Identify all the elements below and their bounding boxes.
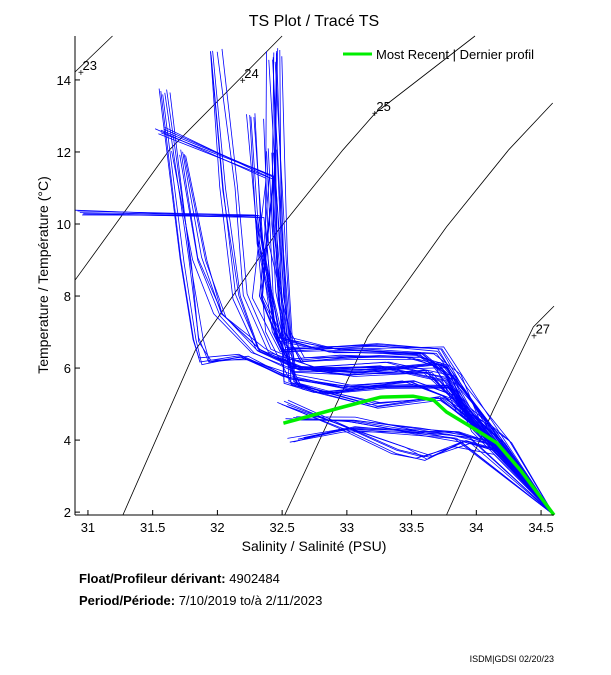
- period-label: Period/Période:: [79, 593, 176, 608]
- legend-label: Most Recent | Dernier profil: [376, 47, 534, 62]
- x-tick-label: 31.5: [140, 520, 165, 535]
- profile-line: [274, 61, 555, 516]
- profile-line: [183, 154, 555, 516]
- period-sep: to/à: [240, 593, 262, 608]
- chart-title: TS Plot / Tracé TS: [249, 13, 379, 30]
- profile-line: [303, 426, 555, 516]
- profile-line: [160, 129, 555, 516]
- profile-line: [158, 133, 555, 516]
- float-info: Float/Profileur dérivant: 4902484: [79, 571, 280, 586]
- profile-line: [180, 149, 555, 516]
- profile-line: [77, 210, 555, 516]
- x-tick-label: 31: [81, 520, 95, 535]
- x-tick-label: 33: [340, 520, 354, 535]
- isopycnal-line: [74, 35, 113, 73]
- profile-line: [268, 59, 555, 516]
- footer-credit: ISDM|GDSI 02/20/23: [469, 654, 554, 664]
- profile-line: [287, 428, 555, 516]
- x-tick-label: 33.5: [399, 520, 424, 535]
- profile-line: [253, 117, 555, 516]
- profile-line: [272, 57, 555, 516]
- isopycnal-label: 24: [244, 66, 258, 81]
- profile-line: [74, 209, 555, 516]
- isopycnal-marker: +: [372, 109, 378, 120]
- profile-line: [171, 151, 555, 516]
- profile-line: [164, 92, 555, 516]
- profile-line: [154, 128, 555, 516]
- y-axis-label: Temperature / Température (°C): [35, 176, 51, 374]
- profile-line: [82, 213, 555, 516]
- profile-line: [79, 212, 555, 516]
- float-label: Float/Profileur dérivant:: [79, 571, 226, 586]
- period-start: 7/10/2019: [178, 593, 237, 608]
- x-tick-label: 32: [210, 520, 224, 535]
- x-axis-label: Salinity / Salinité (PSU): [242, 538, 387, 554]
- y-tick-label: 6: [64, 361, 71, 376]
- profile-line: [250, 116, 555, 516]
- profile-lines: [74, 48, 555, 516]
- profile-line: [272, 59, 555, 516]
- y-tick-label: 12: [57, 145, 71, 160]
- isopycnal-label: 25: [376, 99, 390, 114]
- isopycnal-label: 23: [82, 58, 96, 73]
- y-tick-label: 8: [64, 289, 71, 304]
- float-id: 4902484: [229, 571, 280, 586]
- isopycnal-marker: +: [240, 76, 246, 87]
- isopycnal-label: 27: [536, 322, 550, 337]
- profile-line: [303, 427, 555, 516]
- isopycnal-marker: +: [78, 68, 84, 79]
- profile-line: [271, 52, 555, 516]
- profile-line: [254, 113, 555, 516]
- profile-line: [83, 213, 555, 516]
- y-tick-label: 14: [57, 73, 71, 88]
- profile-line: [82, 214, 555, 516]
- x-tick-label: 34.5: [528, 520, 553, 535]
- profile-line: [272, 53, 555, 516]
- profile-line: [279, 49, 555, 516]
- isopycnal-line: [284, 102, 553, 516]
- y-tick-label: 2: [64, 505, 71, 520]
- profile-line: [276, 57, 555, 516]
- profile-line: [179, 154, 555, 516]
- isopycnal-marker: +: [531, 332, 537, 343]
- profile-line: [265, 51, 555, 516]
- y-tick-label: 10: [57, 217, 71, 232]
- isopycnal-lines: +23+24+25+27: [74, 35, 555, 516]
- y-tick-label: 4: [64, 433, 71, 448]
- most-recent-profile: [282, 394, 556, 517]
- legend: Most Recent | Dernier profil: [343, 47, 534, 62]
- period-end: 2/11/2023: [265, 593, 323, 608]
- profile-line: [185, 155, 555, 516]
- x-tick-label: 32.5: [269, 520, 294, 535]
- isopycnal-line: [122, 35, 476, 516]
- period-info: Period/Période: 7/10/2019 to/à 2/11/2023: [79, 593, 322, 608]
- profile-line: [160, 91, 555, 516]
- x-tick-label: 34: [469, 520, 483, 535]
- most-recent-line: [282, 394, 556, 517]
- profile-line: [182, 151, 555, 516]
- isopycnal-line: [446, 305, 555, 516]
